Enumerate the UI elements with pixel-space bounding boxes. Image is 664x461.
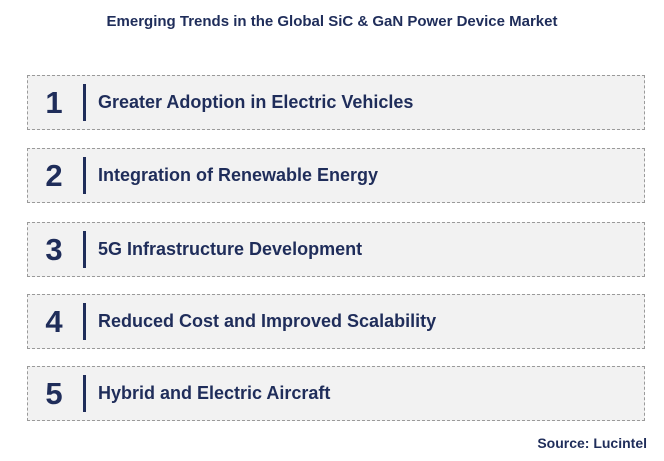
trend-number: 4 [45, 303, 63, 339]
trend-item-1: 1 Greater Adoption in Electric Vehicles [27, 75, 645, 130]
trend-label: Greater Adoption in Electric Vehicles [98, 92, 414, 112]
diagram-title: Emerging Trends in the Global SiC & GaN … [106, 13, 558, 30]
trend-number: 1 [45, 84, 63, 120]
trend-item-5: 5 Hybrid and Electric Aircraft [27, 366, 645, 421]
trend-divider [83, 84, 86, 121]
trend-divider [83, 231, 86, 268]
trend-number: 3 [45, 231, 63, 267]
trend-divider [83, 303, 86, 340]
trend-number: 5 [45, 375, 63, 411]
trend-divider [83, 375, 86, 412]
trend-item-2: 2 Integration of Renewable Energy [27, 148, 645, 203]
trend-label: Integration of Renewable Energy [98, 165, 379, 185]
trend-label: 5G Infrastructure Development [98, 239, 363, 259]
trend-item-4: 4 Reduced Cost and Improved Scalability [27, 294, 645, 349]
trend-label: Reduced Cost and Improved Scalability [98, 311, 437, 331]
trend-number: 2 [45, 157, 63, 193]
trend-label: Hybrid and Electric Aircraft [98, 383, 331, 403]
trend-divider [83, 157, 86, 194]
trend-item-3: 3 5G Infrastructure Development [27, 222, 645, 277]
source-credit: Source: Lucintel [537, 435, 647, 451]
